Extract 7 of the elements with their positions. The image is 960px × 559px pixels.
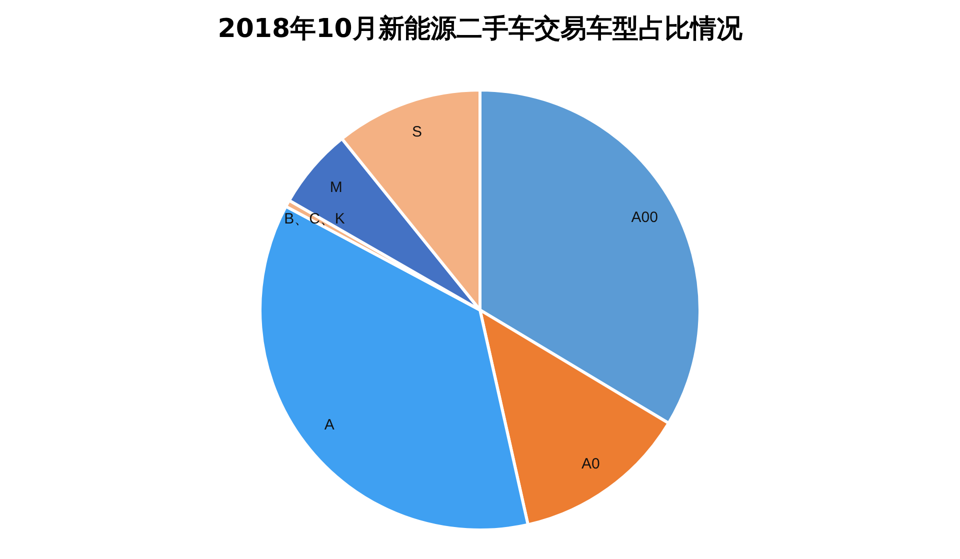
slice-label: A0 bbox=[582, 455, 600, 472]
slice-label: A bbox=[324, 416, 334, 434]
slice-label: M bbox=[330, 179, 342, 196]
chart-title: 2018年10月新能源二手车交易车型占比情况 bbox=[218, 14, 744, 44]
slice-label: A00 bbox=[631, 208, 658, 226]
slice-label: S bbox=[412, 124, 422, 141]
slice-label: B、C、K bbox=[284, 210, 345, 228]
